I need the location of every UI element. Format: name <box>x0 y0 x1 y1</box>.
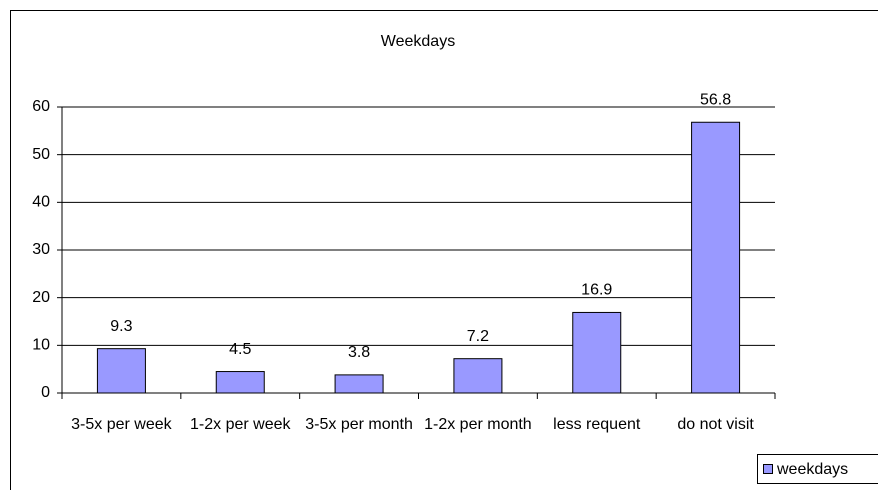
value-label: 4.5 <box>229 341 251 358</box>
legend-label: weekdays <box>776 461 848 478</box>
legend-swatch <box>763 464 773 474</box>
bar <box>572 311 622 394</box>
bar <box>96 348 146 394</box>
bar <box>453 358 503 394</box>
y-tick-label: 20 <box>32 289 50 306</box>
x-tick-label: 1-2x per week <box>190 416 291 433</box>
x-tick-label: less requent <box>553 416 641 433</box>
bar <box>334 374 384 394</box>
y-tick-label: 10 <box>32 337 50 354</box>
y-tick-label: 30 <box>32 241 50 258</box>
bar <box>215 371 265 394</box>
bar <box>691 121 741 394</box>
chart-title: Weekdays <box>381 33 455 50</box>
y-tick-label: 60 <box>32 98 50 115</box>
y-tick-label: 50 <box>32 146 50 163</box>
value-label: 3.8 <box>348 344 370 361</box>
x-tick-label: 3-5x per week <box>71 416 172 433</box>
x-tick-label: do not visit <box>677 416 754 433</box>
value-label: 16.9 <box>581 282 612 299</box>
legend-box <box>757 454 878 484</box>
x-tick-label: 3-5x per month <box>305 416 413 433</box>
y-tick-label: 0 <box>41 384 50 401</box>
value-label: 7.2 <box>467 328 489 345</box>
value-label: 56.8 <box>700 91 731 108</box>
x-tick-label: 1-2x per month <box>424 416 532 433</box>
value-label: 9.3 <box>110 318 132 335</box>
y-tick-label: 40 <box>32 194 50 211</box>
